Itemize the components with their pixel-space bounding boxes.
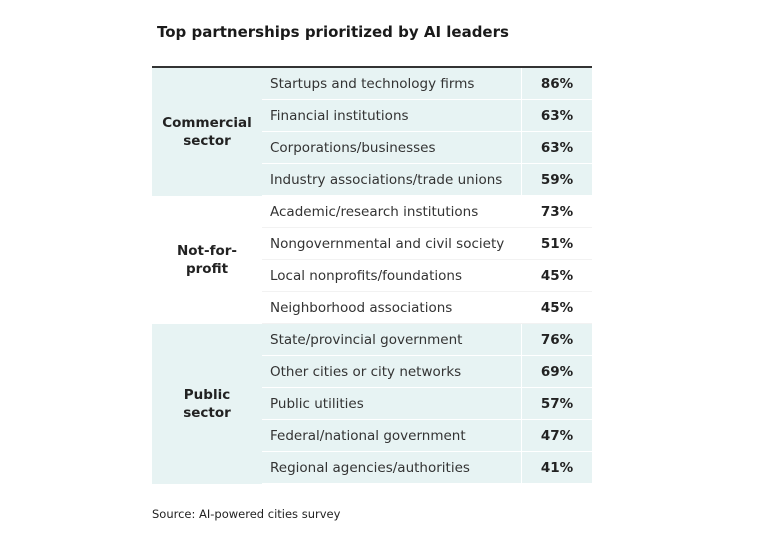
row-group: Commercial sector Startups and technology… <box>152 68 592 196</box>
rows: State/provincial government 76% Other citi… <box>262 324 592 484</box>
table-row: Other cities or city networks 69% <box>262 356 592 388</box>
percentage: 45% <box>540 299 574 316</box>
percentage: 45% <box>540 267 574 284</box>
partner-type: Industry associations/trade unions <box>262 164 522 195</box>
row-group: Public sector State/provincial government… <box>152 324 592 484</box>
table-row: Public utilities 57% <box>262 388 592 420</box>
partner-type: Federal/national government <box>262 420 522 451</box>
partner-type: Local nonprofits/foundations <box>262 260 522 291</box>
table-row: Industry associations/trade unions 59% <box>262 164 592 196</box>
table-row: Regional agencies/authorities 41% <box>262 452 592 484</box>
rows: Startups and technology firms 86% Financia… <box>262 68 592 196</box>
percentage: 51% <box>540 235 574 252</box>
partner-type: Academic/research institutions <box>262 196 522 227</box>
percentage: 47% <box>540 427 574 444</box>
partner-type: Nongovernmental and civil society <box>262 228 522 259</box>
partner-type: Corporations/businesses <box>262 132 522 163</box>
percentage: 41% <box>540 459 574 476</box>
table-row: State/provincial government 76% <box>262 324 592 356</box>
table-row: Financial institutions 63% <box>262 100 592 132</box>
partner-type: State/provincial government <box>262 324 522 355</box>
group-label: Public sector <box>183 387 231 421</box>
percentage: 63% <box>540 107 574 124</box>
table-row: Corporations/businesses 63% <box>262 132 592 164</box>
percentage: 59% <box>540 171 574 188</box>
table-row: Nongovernmental and civil society 51% <box>262 228 592 260</box>
table-row: Local nonprofits/foundations 45% <box>262 260 592 292</box>
table-row: Startups and technology firms 86% <box>262 68 592 100</box>
table: Commercial sector Startups and technology… <box>152 66 592 484</box>
percentage: 73% <box>540 203 574 220</box>
partner-type: Public utilities <box>262 388 522 419</box>
table-row: Federal/national government 47% <box>262 420 592 452</box>
percentage: 86% <box>540 75 574 92</box>
percentage: 63% <box>540 139 574 156</box>
group-label: Commercial sector <box>162 115 252 149</box>
partner-type: Other cities or city networks <box>262 356 522 387</box>
partner-type: Financial institutions <box>262 100 522 131</box>
partner-type: Regional agencies/authorities <box>262 452 522 483</box>
percentage: 57% <box>540 395 574 412</box>
percentage: 69% <box>540 363 574 380</box>
table-row: Neighborhood associations 45% <box>262 292 592 324</box>
percentage: 76% <box>540 331 574 348</box>
title: Top partnerships prioritized by AI leade… <box>157 23 509 41</box>
source-note: Source: AI-powered cities survey <box>152 507 341 521</box>
rows: Academic/research institutions 73% Nongove… <box>262 196 592 324</box>
group-label: Not-for-profit <box>176 243 238 277</box>
table-row: Academic/research institutions 73% <box>262 196 592 228</box>
row-group: Not-for-profit Academic/research institut… <box>152 196 592 324</box>
partner-type: Neighborhood associations <box>262 292 522 323</box>
partner-type: Startups and technology firms <box>262 68 522 99</box>
